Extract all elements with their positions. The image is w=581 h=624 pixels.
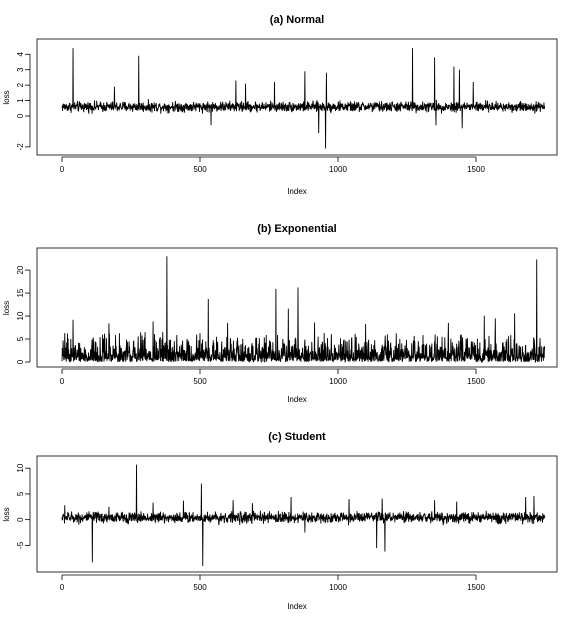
y-axis-label: loss xyxy=(2,507,11,521)
series-line xyxy=(61,256,546,364)
y-tick-label: 10 xyxy=(16,311,25,320)
y-tick-label: 15 xyxy=(16,288,25,297)
panel-2: (b) Exponential 0 500 1000 1500 Index 0 5 10 15 20… xyxy=(2,223,558,404)
x-tick-label: 500 xyxy=(193,377,207,386)
plot-frame xyxy=(36,38,558,156)
y-tick-label: 10 xyxy=(16,463,25,472)
y-tick-label: 0 xyxy=(16,517,25,522)
x-axis-label: Index xyxy=(287,187,307,196)
y-tick-label: 0 xyxy=(16,113,25,118)
chart-title: (a) Normal xyxy=(270,14,324,26)
panel-3: (c) Student 0 500 1000 1500 Index -5 0 5 10 loss xyxy=(2,431,558,611)
plot-frame xyxy=(36,455,558,573)
y-tick-label: -2 xyxy=(16,143,25,151)
series-line xyxy=(61,48,546,149)
chart-title: (c) Student xyxy=(268,431,326,443)
y-axis-label: loss xyxy=(2,301,11,315)
y-tick-label: -5 xyxy=(16,541,25,549)
y-tick-label: 1 xyxy=(16,98,25,103)
y-tick-label: 20 xyxy=(16,265,25,274)
x-tick-label: 1500 xyxy=(467,165,485,174)
x-tick-label: 500 xyxy=(193,583,207,592)
chart-title: (b) Exponential xyxy=(257,223,336,235)
x-tick-label: 0 xyxy=(60,377,65,386)
x-tick-label: 1500 xyxy=(467,377,485,386)
x-axis-label: Index xyxy=(287,602,307,611)
x-axis-label: Index xyxy=(287,395,307,404)
x-tick-label: 500 xyxy=(193,165,207,174)
y-axis-label: loss xyxy=(2,90,11,104)
panel-1: (a) Normal 0 500 1000 1500 Index -2 0 1 2 3 4 loss xyxy=(2,14,558,196)
y-tick-label: 3 xyxy=(16,67,25,72)
x-tick-label: 1500 xyxy=(467,583,485,592)
y-tick-label: 4 xyxy=(16,51,25,56)
plot-frame xyxy=(36,247,558,368)
x-tick-label: 1000 xyxy=(329,165,347,174)
y-tick-label: 5 xyxy=(16,336,25,341)
y-tick-label: 5 xyxy=(16,491,25,496)
series-line xyxy=(61,464,546,566)
y-tick-label: 2 xyxy=(16,82,25,87)
x-tick-label: 0 xyxy=(60,165,65,174)
y-tick-label: 0 xyxy=(16,359,25,364)
x-tick-label: 1000 xyxy=(329,583,347,592)
x-tick-label: 1000 xyxy=(329,377,347,386)
x-tick-label: 0 xyxy=(60,583,65,592)
